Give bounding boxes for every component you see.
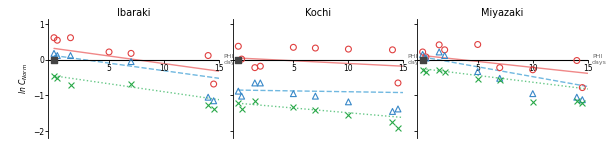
- Point: [578, 86, 587, 89]
- Point: [388, 49, 398, 51]
- Point: [250, 66, 260, 69]
- Point: [104, 51, 114, 53]
- Point: [418, 53, 427, 56]
- Text: PHI
days: PHI days: [224, 54, 238, 65]
- Text: PHI
days: PHI days: [592, 54, 606, 65]
- Point: [288, 92, 298, 95]
- Point: [572, 100, 582, 102]
- Point: [388, 110, 398, 113]
- Point: [203, 54, 213, 57]
- Point: [418, 59, 427, 61]
- Point: [256, 82, 265, 84]
- Point: [53, 54, 62, 57]
- Point: [435, 44, 444, 46]
- Point: [237, 58, 247, 60]
- Point: [209, 100, 219, 102]
- Point: [209, 108, 219, 110]
- Point: [126, 52, 136, 55]
- Point: [203, 96, 213, 98]
- Point: [495, 77, 505, 80]
- Point: [49, 75, 59, 77]
- Point: [49, 36, 59, 39]
- Point: [209, 83, 219, 85]
- Y-axis label: ln $C_{Norm}$: ln $C_{Norm}$: [18, 63, 30, 94]
- Point: [440, 70, 450, 73]
- Point: [578, 98, 587, 101]
- Point: [473, 43, 482, 46]
- Point: [495, 66, 505, 69]
- Point: [473, 70, 482, 73]
- Point: [388, 121, 398, 123]
- Point: [421, 70, 431, 73]
- Point: [421, 56, 431, 58]
- Point: [250, 100, 260, 102]
- Point: [126, 60, 136, 63]
- Point: [233, 102, 243, 105]
- Point: [250, 82, 260, 84]
- Point: [288, 106, 298, 108]
- Point: [126, 83, 136, 85]
- Point: [310, 47, 320, 49]
- Point: [49, 59, 59, 61]
- Point: [237, 95, 247, 97]
- Point: [572, 59, 582, 62]
- Title: Kochi: Kochi: [305, 8, 331, 18]
- Point: [473, 77, 482, 80]
- Point: [53, 39, 62, 41]
- Point: [49, 52, 59, 55]
- Point: [310, 109, 320, 112]
- Point: [418, 51, 427, 53]
- Point: [440, 49, 450, 51]
- Point: [233, 45, 243, 48]
- Point: [237, 108, 247, 110]
- Point: [233, 59, 243, 61]
- Point: [203, 104, 213, 107]
- Point: [65, 54, 75, 57]
- Point: [344, 101, 353, 103]
- Point: [578, 102, 587, 105]
- Title: Miyazaki: Miyazaki: [481, 8, 524, 18]
- Point: [495, 79, 505, 82]
- Point: [65, 84, 75, 87]
- Point: [344, 114, 353, 116]
- Title: Ibaraki: Ibaraki: [117, 8, 150, 18]
- Point: [528, 101, 538, 103]
- Point: [393, 108, 403, 110]
- Point: [393, 127, 403, 129]
- Point: [288, 46, 298, 49]
- Point: [393, 82, 403, 84]
- Point: [528, 68, 538, 71]
- Point: [435, 51, 444, 53]
- Point: [256, 65, 265, 68]
- Point: [421, 57, 431, 59]
- Point: [528, 92, 538, 95]
- Point: [310, 95, 320, 97]
- Point: [440, 54, 450, 57]
- Point: [418, 68, 427, 71]
- Point: [233, 90, 243, 92]
- Point: [53, 77, 62, 80]
- Text: PHI
days: PHI days: [408, 54, 422, 65]
- Point: [344, 48, 353, 50]
- Point: [435, 68, 444, 71]
- Point: [65, 36, 75, 39]
- Point: [572, 96, 582, 98]
